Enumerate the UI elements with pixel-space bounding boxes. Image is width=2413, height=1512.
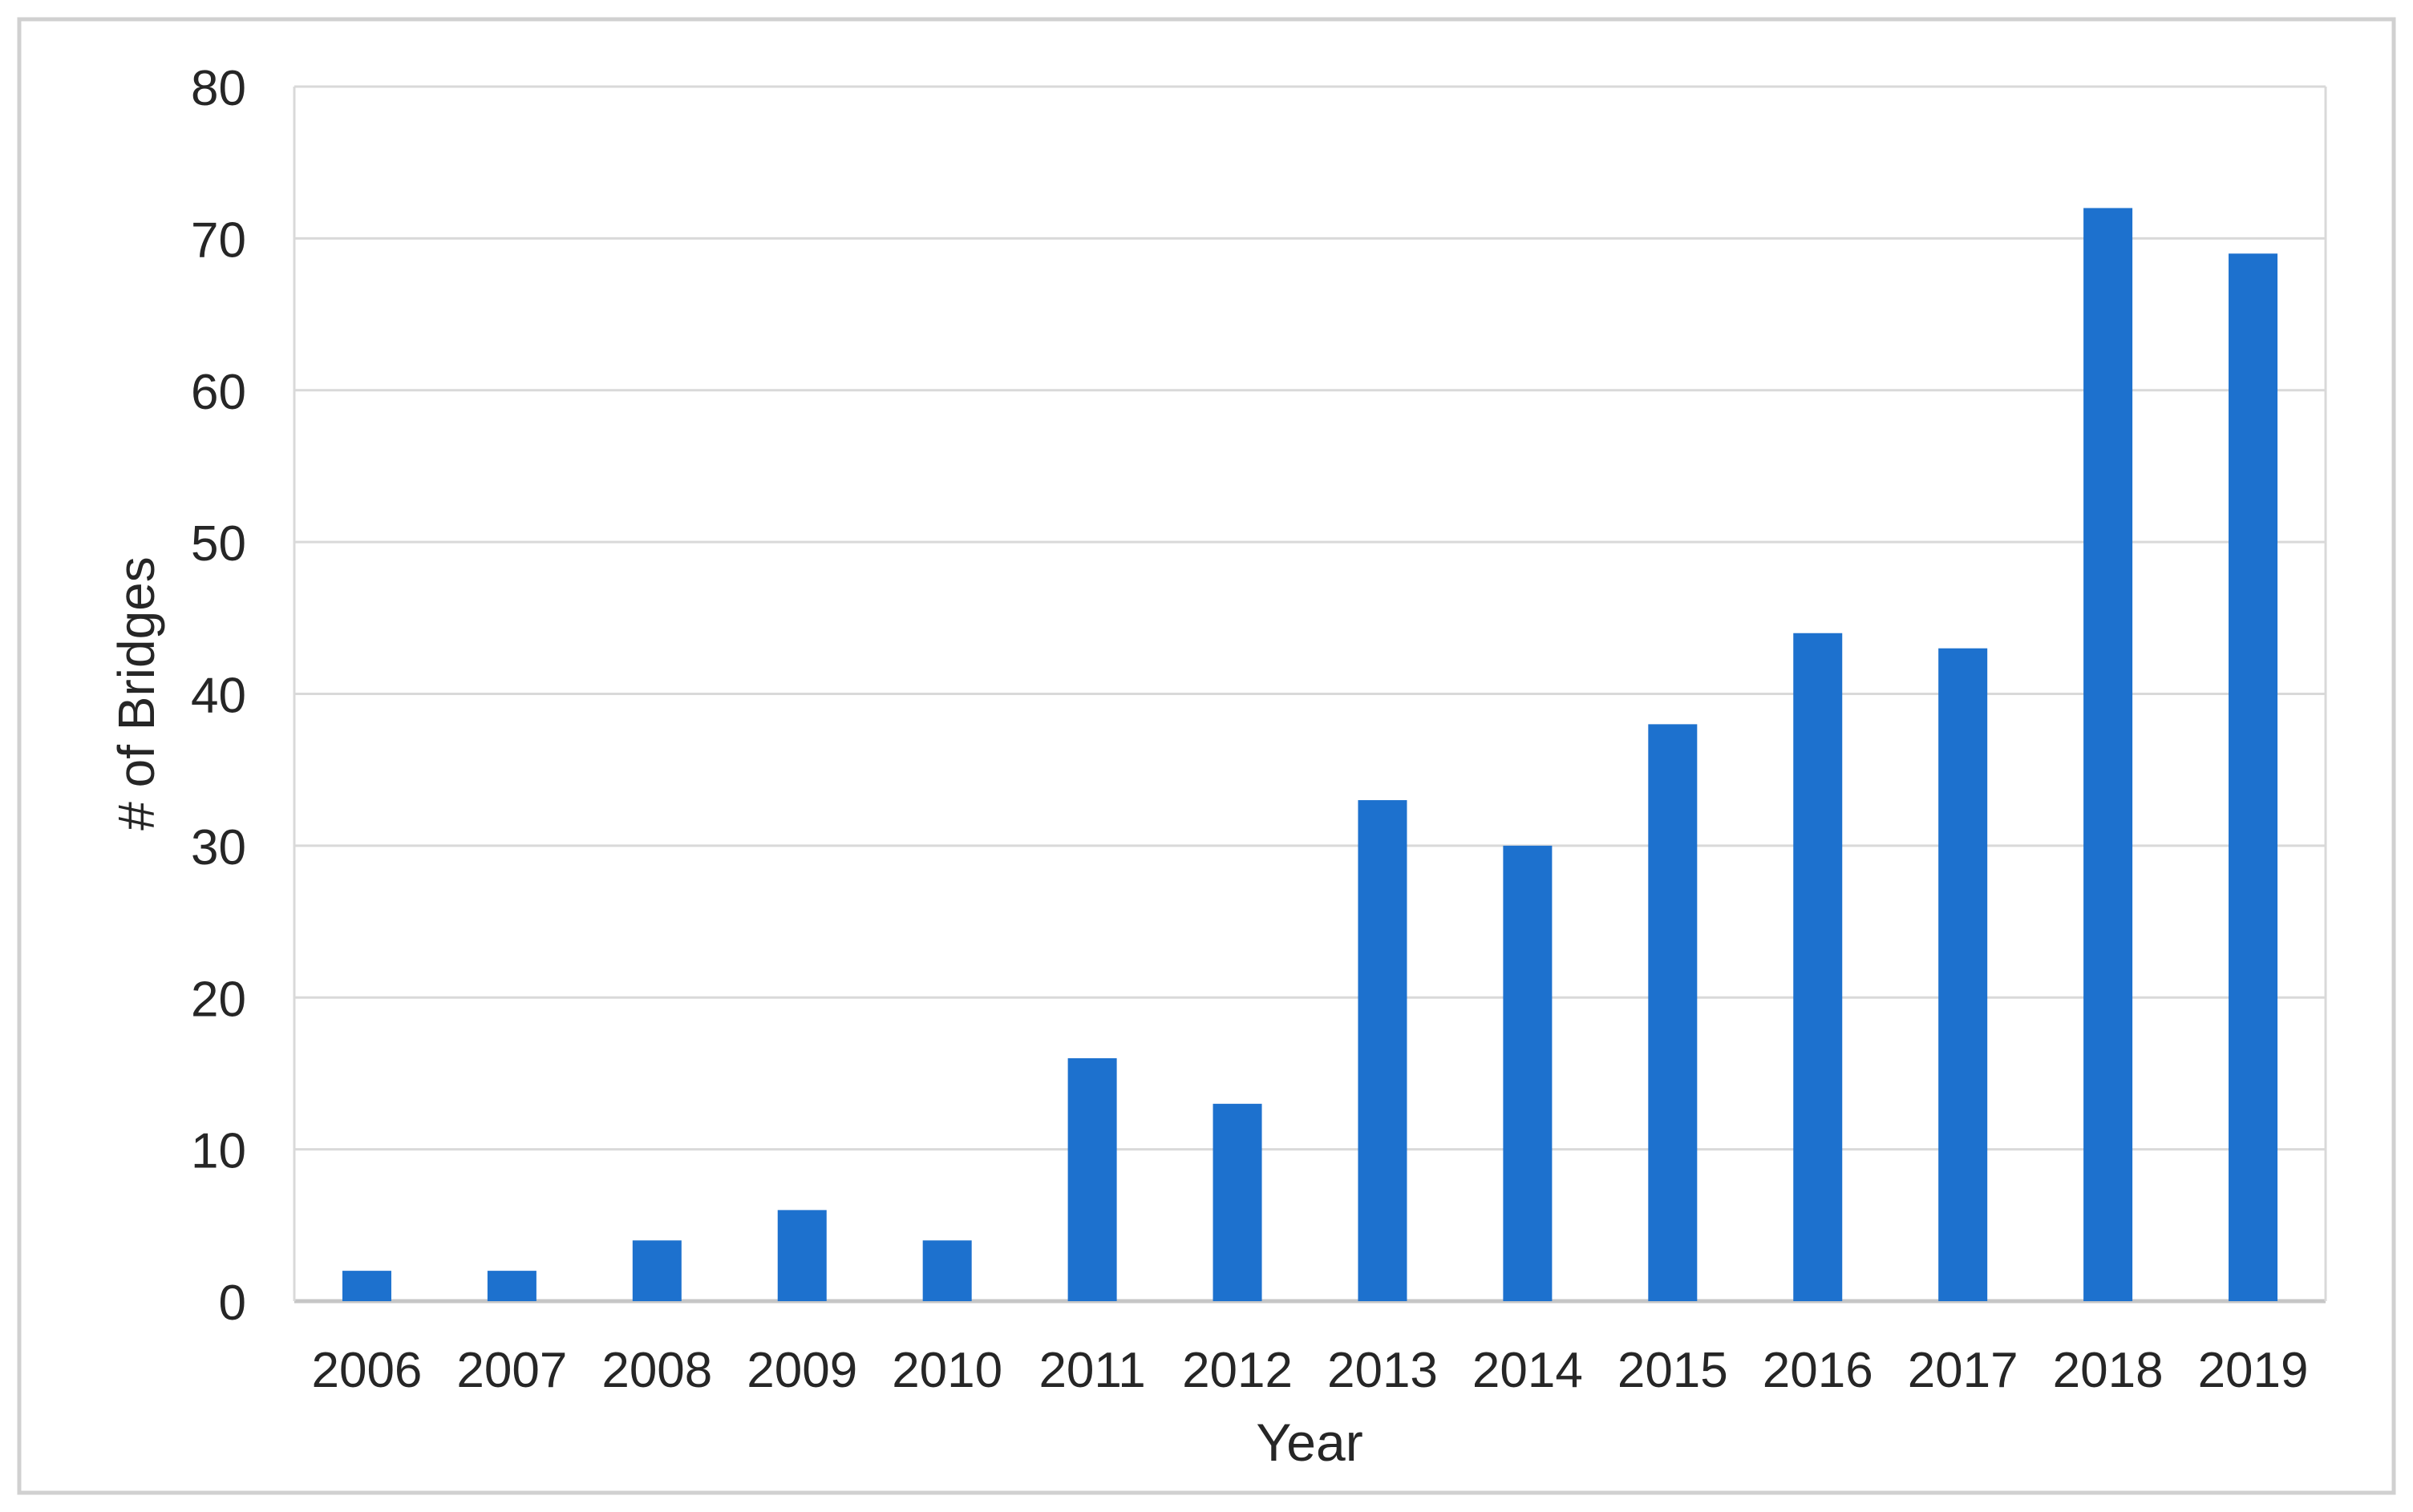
x-tick-label-2016: 2016 (1763, 1343, 1873, 1398)
x-tick-label-2012: 2012 (1182, 1343, 1293, 1398)
bar-series (342, 208, 2278, 1301)
x-tick-label-2011: 2011 (1038, 1343, 1145, 1398)
x-tick-label-2017: 2017 (1908, 1343, 2018, 1398)
bar-2012 (1213, 1103, 1262, 1301)
y-tick-label-30: 30 (191, 820, 246, 875)
bar-2007 (487, 1271, 536, 1301)
x-tick-label-2015: 2015 (1617, 1343, 1728, 1398)
x-tick-label-2018: 2018 (2053, 1343, 2164, 1398)
x-axis-title: Year (1256, 1413, 1362, 1472)
bar-2011 (1067, 1058, 1117, 1301)
y-tick-label-40: 40 (191, 669, 246, 724)
y-axis-tick-labels: 0 10 20 30 40 50 60 70 80 (191, 61, 246, 1331)
bar-2013 (1358, 800, 1407, 1301)
x-tick-label-2013: 2013 (1327, 1343, 1438, 1398)
bar-2015 (1648, 724, 1698, 1301)
plot-border (293, 87, 2327, 1301)
bar-2017 (1938, 648, 1988, 1301)
bar-2009 (777, 1210, 827, 1301)
x-tick-label-2006: 2006 (311, 1343, 422, 1398)
y-tick-label-70: 70 (191, 212, 246, 268)
x-tick-label-2010: 2010 (892, 1343, 1002, 1398)
chart-outer-frame (17, 17, 2396, 1495)
bar-2018 (2083, 208, 2133, 1301)
bar-2016 (1793, 633, 1843, 1301)
bar-2010 (922, 1240, 972, 1301)
x-tick-label-2014: 2014 (1472, 1343, 1583, 1398)
y-tick-label-0: 0 (219, 1275, 246, 1331)
bar-2019 (2229, 253, 2278, 1301)
y-tick-label-50: 50 (191, 516, 246, 572)
bar-2008 (632, 1240, 682, 1301)
y-tick-label-10: 10 (191, 1124, 246, 1179)
x-tick-label-2019: 2019 (2198, 1343, 2309, 1398)
x-tick-label-2008: 2008 (601, 1343, 712, 1398)
x-tick-label-2007: 2007 (456, 1343, 567, 1398)
gridlines (294, 85, 2326, 1304)
y-tick-label-20: 20 (191, 972, 246, 1027)
bar-2014 (1503, 845, 1553, 1301)
y-tick-label-80: 80 (191, 61, 246, 116)
y-tick-label-60: 60 (191, 365, 246, 420)
y-axis-title: # of Bridges (107, 556, 165, 831)
x-axis-tick-labels: 2006 2007 2008 2009 2010 2011 2012 2013 2014 2015… (311, 1343, 2308, 1398)
bar-2006 (342, 1271, 391, 1301)
x-tick-label-2009: 2009 (747, 1343, 857, 1398)
